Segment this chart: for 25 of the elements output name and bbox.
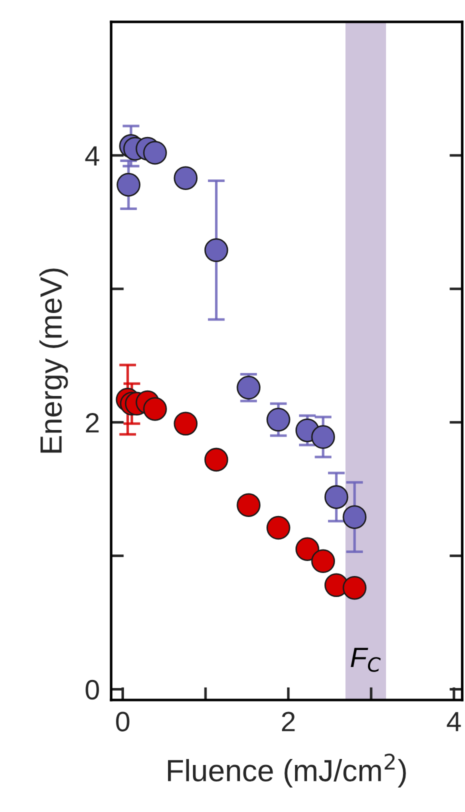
point [295, 537, 320, 562]
point [143, 140, 167, 165]
point [174, 412, 198, 436]
point [143, 397, 167, 421]
point [311, 425, 335, 449]
y-axis-title: Energy (meV) [39, 268, 68, 453]
point [236, 493, 260, 517]
x-tick-label: 2 [282, 712, 295, 732]
point [116, 172, 140, 197]
point [324, 485, 348, 509]
point [266, 516, 290, 540]
point [204, 448, 228, 472]
y-tick-label: 4 [85, 146, 100, 166]
point [174, 166, 198, 190]
y-tick-label: 2 [86, 413, 99, 432]
point [266, 408, 290, 432]
x-axis-title: Fluence (mJ/cm$^{2}$) [168, 754, 406, 788]
band-label: F$_{C}$ [350, 648, 381, 672]
point [204, 238, 228, 262]
point [311, 549, 335, 574]
point [342, 576, 366, 600]
point [342, 505, 366, 529]
y-tick-label: 0 [86, 680, 99, 700]
x-tick-label: 4 [446, 712, 461, 732]
x-tick-label: 0 [116, 712, 130, 732]
